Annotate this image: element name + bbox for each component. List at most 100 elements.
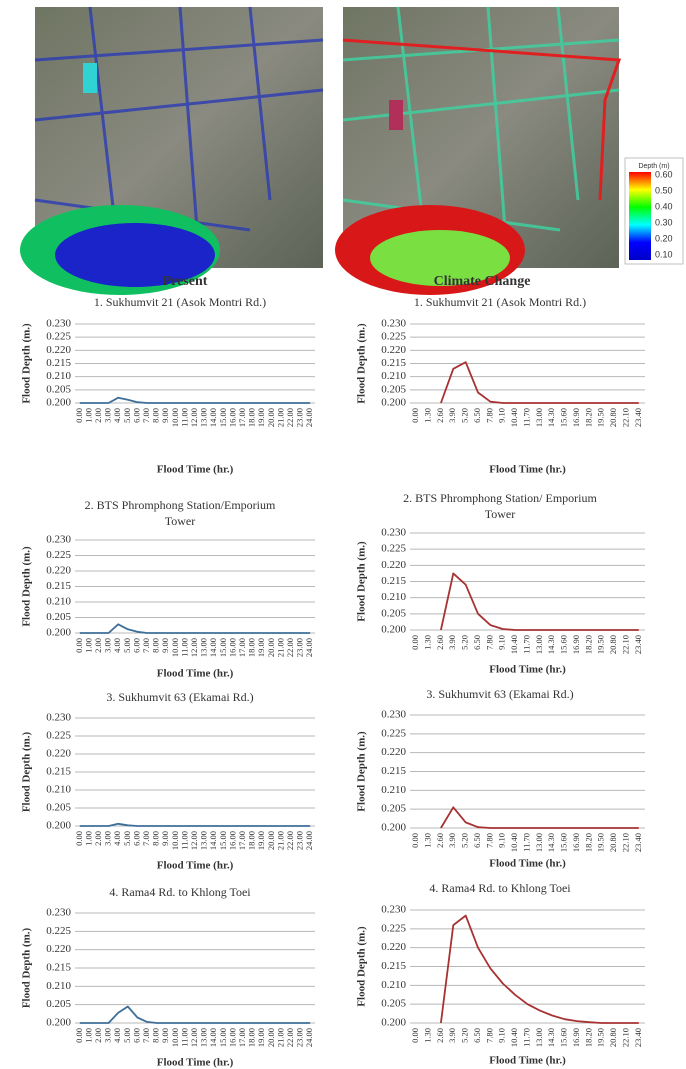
x-tick-label: 0.00: [410, 408, 420, 423]
x-tick-label: 11.70: [521, 635, 531, 654]
y-tick-label: 0.215: [381, 575, 406, 587]
x-tick-label: 1.30: [423, 635, 433, 650]
x-tick-label: 20.00: [266, 831, 276, 850]
x-tick-label: 21.00: [275, 408, 285, 427]
y-axis-label: Flood Depth (m.): [356, 731, 368, 812]
x-tick-label: 13.00: [534, 635, 544, 654]
x-tick-label: 9.00: [160, 831, 170, 846]
y-tick-label: 0.210: [381, 370, 406, 382]
x-tick-label: 0.00: [74, 1028, 84, 1043]
x-tick-label: 1.30: [423, 408, 433, 423]
x-tick-label: 11.00: [179, 638, 189, 657]
chart-title: 1. Sukhumvit 21 (Asok Montri Rd.): [94, 295, 266, 309]
x-tick-label: 19.00: [256, 638, 266, 657]
x-axis-label: Flood Time (hr.): [489, 664, 566, 676]
y-tick-label: 0.225: [46, 331, 71, 343]
x-tick-label: 2.00: [93, 831, 103, 846]
x-tick-label: 1.30: [423, 1028, 433, 1043]
x-tick-label: 23.40: [633, 408, 643, 427]
x-tick-label: 13.00: [534, 833, 544, 852]
x-tick-label: 11.00: [179, 408, 189, 427]
x-tick-label: 8.00: [151, 408, 161, 423]
x-tick-label: 19.00: [256, 1028, 266, 1047]
legend-label: 0.40: [655, 201, 673, 211]
map-climate-change: [335, 7, 619, 295]
chart-title: 1. Sukhumvit 21 (Asok Montri Rd.): [414, 295, 586, 309]
x-tick-label: 16.00: [227, 638, 237, 657]
y-tick-label: 0.230: [46, 318, 71, 330]
x-tick-label: 2.60: [435, 408, 445, 423]
x-tick-label: 19.50: [596, 408, 606, 427]
data-line: [80, 398, 310, 403]
x-tick-label: 22.00: [285, 1028, 295, 1047]
colorbar: [629, 172, 651, 260]
x-tick-label: 4.00: [112, 831, 122, 846]
x-tick-label: 15.00: [218, 408, 228, 427]
y-tick-label: 0.210: [46, 596, 71, 608]
y-tick-label: 0.220: [381, 344, 406, 356]
x-tick-label: 13.00: [199, 638, 209, 657]
y-tick-label: 0.220: [46, 344, 71, 356]
x-tick-label: 6.00: [131, 638, 141, 653]
x-tick-label: 15.00: [218, 831, 228, 850]
y-tick-label: 0.200: [381, 397, 406, 409]
x-tick-label: 18.20: [583, 833, 593, 852]
y-tick-label: 0.210: [46, 784, 71, 796]
x-tick-label: 21.00: [275, 831, 285, 850]
x-tick-label: 14.30: [546, 833, 556, 852]
x-tick-label: 16.90: [571, 408, 581, 427]
map-title: Present: [163, 274, 208, 289]
x-tick-label: 5.00: [122, 831, 132, 846]
x-tick-label: 16.00: [227, 1028, 237, 1047]
chart-title: 3. Sukhumvit 63 (Ekamai Rd.): [426, 687, 573, 701]
x-tick-label: 2.60: [435, 833, 445, 848]
x-tick-label: 6.50: [472, 833, 482, 848]
x-axis-label: Flood Time (hr.): [157, 860, 234, 872]
x-tick-label: 10.40: [509, 635, 519, 654]
x-tick-label: 6.50: [472, 635, 482, 650]
x-tick-label: 19.00: [256, 831, 266, 850]
x-tick-label: 9.00: [160, 638, 170, 653]
x-axis-label: Flood Time (hr.): [157, 1057, 234, 1069]
chart: 1. Sukhumvit 21 (Asok Montri Rd.) 0.200 0.…: [356, 295, 645, 476]
x-axis-label: Flood Time (hr.): [157, 464, 234, 476]
x-tick-label: 20.00: [266, 638, 276, 657]
x-tick-label: 0.00: [410, 833, 420, 848]
y-tick-label: 0.200: [46, 1017, 71, 1029]
x-tick-label: 7.00: [141, 638, 151, 653]
x-tick-label: 12.00: [189, 638, 199, 657]
x-tick-label: 11.70: [521, 408, 531, 427]
x-tick-label: 12.00: [189, 408, 199, 427]
x-tick-label: 3.00: [103, 638, 113, 653]
y-tick-label: 0.205: [381, 383, 406, 395]
x-tick-label: 7.00: [141, 1028, 151, 1043]
y-axis-label: Flood Depth (m.): [356, 926, 368, 1007]
x-tick-label: 12.00: [189, 1028, 199, 1047]
x-tick-label: 9.00: [160, 1028, 170, 1043]
page: Depth (m) 0.600.500.400.300.200.10 Prese…: [0, 0, 686, 1069]
x-axis-label: Flood Time (hr.): [489, 464, 566, 476]
data-line: [441, 916, 639, 1023]
x-tick-label: 18.20: [583, 1028, 593, 1047]
y-tick-label: 0.225: [381, 727, 406, 739]
x-tick-label: 1.00: [83, 638, 93, 653]
y-tick-label: 0.205: [46, 802, 71, 814]
x-tick-label: 10.00: [170, 638, 180, 657]
x-tick-label: 1.00: [83, 1028, 93, 1043]
x-tick-label: 10.00: [170, 1028, 180, 1047]
x-tick-label: 17.00: [237, 408, 247, 427]
x-tick-label: 7.00: [141, 831, 151, 846]
x-tick-label: 10.00: [170, 831, 180, 850]
x-tick-label: 22.10: [620, 408, 630, 427]
x-tick-label: 3.00: [103, 831, 113, 846]
x-tick-label: 15.60: [559, 408, 569, 427]
y-tick-label: 0.220: [46, 565, 71, 577]
x-tick-label: 14.00: [208, 408, 218, 427]
y-tick-label: 0.225: [46, 925, 71, 937]
x-tick-label: 6.50: [472, 1028, 482, 1043]
figure: Depth (m) 0.600.500.400.300.200.10 Prese…: [0, 0, 686, 1069]
y-tick-label: 0.215: [381, 765, 406, 777]
y-tick-label: 0.230: [381, 709, 406, 721]
y-tick-label: 0.225: [381, 922, 406, 934]
x-tick-label: 11.70: [521, 833, 531, 852]
